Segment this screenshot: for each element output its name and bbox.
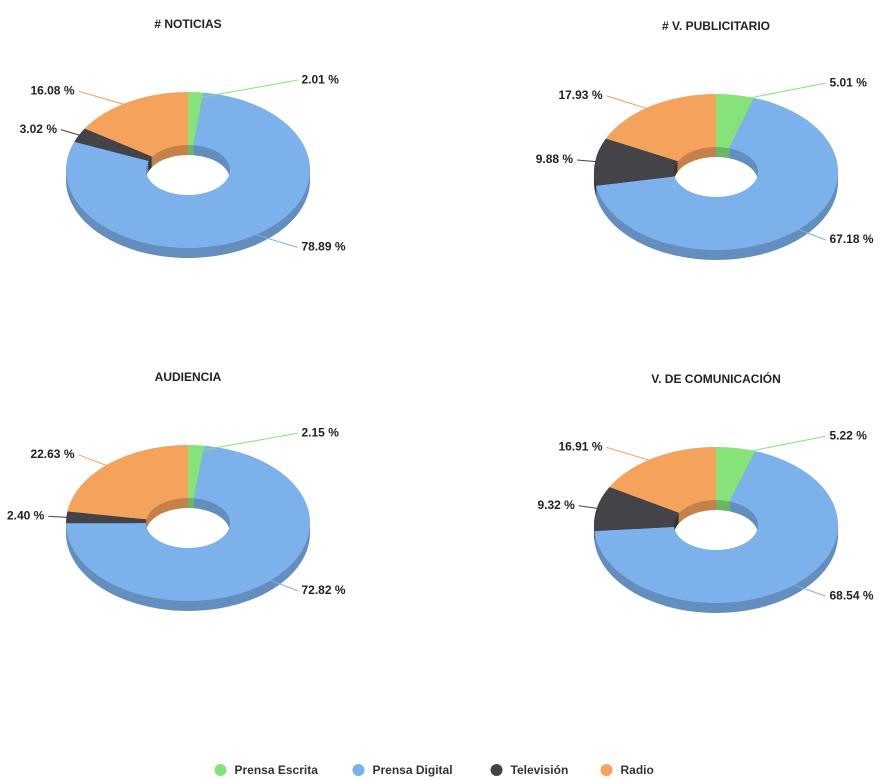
donut xyxy=(66,445,310,611)
leader-line xyxy=(194,79,298,99)
slice xyxy=(66,445,310,601)
data-label: 9.32 % xyxy=(537,498,575,512)
legend-marker xyxy=(600,764,613,776)
data-label: 16.91 % xyxy=(558,440,602,454)
data-label: 2.40 % xyxy=(7,509,45,523)
data-label: 3.02 % xyxy=(20,122,58,136)
data-label: 78.89 % xyxy=(302,240,346,254)
slice xyxy=(595,97,838,251)
leader-line xyxy=(577,159,605,163)
leader-line xyxy=(606,95,657,112)
legend-label: Televisión xyxy=(511,763,569,777)
chart-title: AUDIENCIA xyxy=(155,370,222,384)
data-label: 72.82 % xyxy=(302,583,346,597)
slice xyxy=(605,94,716,162)
leader-line xyxy=(60,129,88,139)
leader-line xyxy=(606,446,660,464)
slice xyxy=(594,451,838,603)
legend-label: Radio xyxy=(621,763,654,777)
chart-title: # V. PUBLICITARIO xyxy=(662,19,770,33)
legend-marker xyxy=(352,764,365,776)
slice xyxy=(609,447,716,513)
data-label: 5.01 % xyxy=(830,75,868,89)
slice xyxy=(67,445,188,520)
slice xyxy=(65,92,310,248)
legend-marker xyxy=(490,764,503,776)
leader-line xyxy=(784,581,826,597)
legend-label: Prensa Digital xyxy=(373,763,453,777)
leader-line xyxy=(261,576,298,592)
leader-line xyxy=(578,505,607,511)
leader-line xyxy=(48,515,77,519)
data-label: 2.15 % xyxy=(302,425,340,439)
donut xyxy=(65,92,310,258)
leader-line xyxy=(789,225,826,241)
leader-line xyxy=(78,90,134,108)
slice xyxy=(84,92,188,157)
chart-title: V. DE COMUNICACIÓN xyxy=(651,371,781,386)
leader-line xyxy=(734,435,826,455)
slice xyxy=(188,445,205,499)
legend-marker xyxy=(214,764,227,776)
leader-line xyxy=(195,432,298,452)
slice xyxy=(66,511,147,524)
leader-line xyxy=(733,82,826,102)
slice xyxy=(716,447,756,502)
data-label: 5.22 % xyxy=(830,428,868,442)
slice xyxy=(716,94,754,149)
data-label: 22.63 % xyxy=(30,447,74,461)
slice xyxy=(188,92,204,146)
leader-line xyxy=(245,231,298,248)
data-label: 17.93 % xyxy=(558,88,602,102)
slice xyxy=(74,128,153,161)
chart-title: # NOTICIAS xyxy=(154,17,221,31)
legend-label: Prensa Escrita xyxy=(235,763,319,777)
data-label: 68.54 % xyxy=(830,588,874,602)
slice xyxy=(593,138,679,186)
data-label: 16.08 % xyxy=(30,83,74,97)
donut xyxy=(593,94,838,261)
donut xyxy=(594,447,838,613)
data-label: 9.88 % xyxy=(536,152,574,166)
data-label: 2.01 % xyxy=(302,72,340,86)
slice xyxy=(594,487,680,532)
leader-line xyxy=(78,454,115,470)
data-label: 67.18 % xyxy=(830,232,874,246)
